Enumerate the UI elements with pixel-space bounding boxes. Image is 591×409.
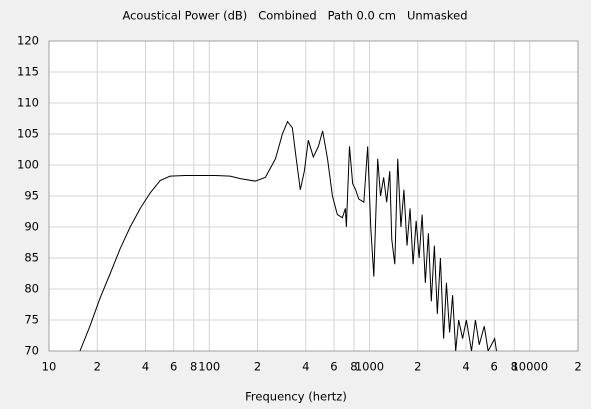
x-tick-label: 4 — [462, 360, 469, 374]
y-tick-label: 80 — [24, 282, 39, 296]
y-tick-label: 100 — [17, 158, 39, 172]
x-tick-label: 6 — [170, 360, 177, 374]
x-tick-label: 8 — [190, 360, 197, 374]
chart-title: Acoustical Power (dB) Combined Path 0.0 … — [122, 9, 467, 23]
y-tick-label: 115 — [17, 65, 39, 79]
y-tick-label: 70 — [24, 344, 39, 358]
x-tick-label: 2 — [414, 360, 421, 374]
x-tick-label: 8 — [350, 360, 357, 374]
x-tick-label: 10 — [42, 360, 57, 374]
y-tick-label: 75 — [24, 313, 39, 327]
plot-border — [48, 40, 579, 352]
x-tick-label: 8 — [511, 360, 518, 374]
x-tick-label: 4 — [302, 360, 309, 374]
y-tick-label: 120 — [17, 34, 39, 48]
y-tick-label: 110 — [17, 96, 39, 110]
y-tick-label: 105 — [17, 127, 39, 141]
y-tick-label: 85 — [24, 251, 39, 265]
response-line — [79, 120, 497, 351]
x-tick-label: 2 — [94, 360, 101, 374]
x-tick-label: 2 — [574, 360, 581, 374]
x-axis-label: Frequency (hertz) — [245, 390, 347, 404]
x-tick-label: 10000 — [511, 360, 548, 374]
x-tick-label: 6 — [330, 360, 337, 374]
x-tick-label: 1000 — [355, 360, 384, 374]
x-tick-label: 100 — [198, 360, 220, 374]
x-tick-label: 4 — [142, 360, 149, 374]
y-tick-label: 95 — [24, 189, 39, 203]
x-tick-label: 2 — [254, 360, 261, 374]
y-tick-label: 90 — [24, 220, 39, 234]
x-tick-label: 6 — [491, 360, 498, 374]
